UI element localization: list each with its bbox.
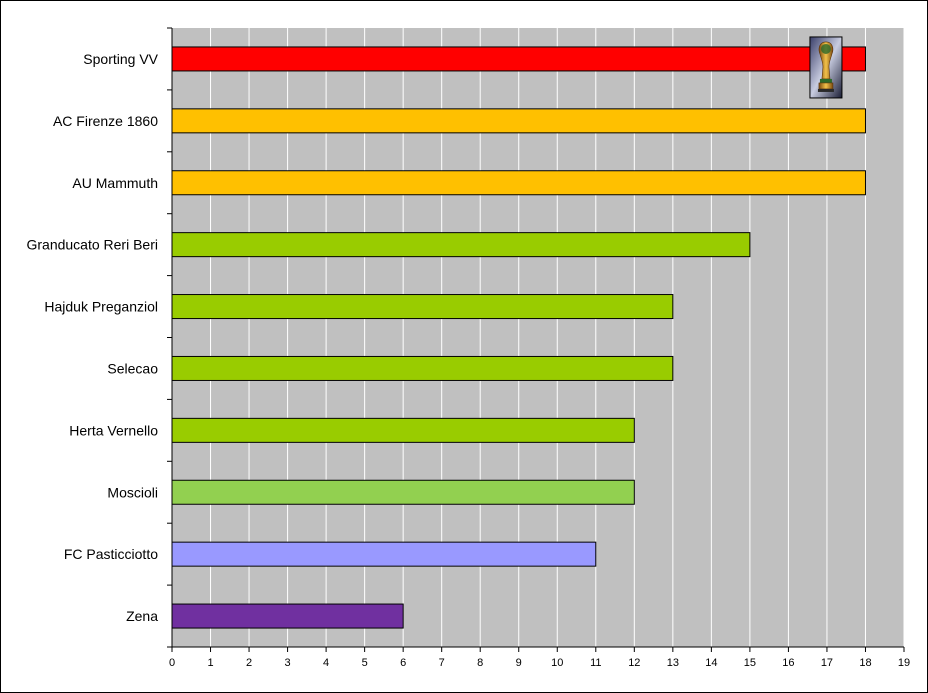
- x-tick-label: 10: [551, 657, 563, 669]
- trophy-icon: [809, 36, 843, 99]
- bar: [171, 46, 866, 72]
- category-label: Zena: [126, 608, 158, 624]
- bars: [171, 46, 866, 629]
- x-tick-label: 2: [246, 657, 252, 669]
- x-tick-label: 17: [821, 657, 833, 669]
- bar: [171, 479, 635, 505]
- bar: [171, 170, 866, 196]
- x-tick-label: 13: [667, 657, 679, 669]
- bar: [171, 603, 404, 629]
- x-tick-label: 19: [898, 657, 910, 669]
- category-label: Moscioli: [107, 484, 158, 500]
- category-label: FC Pasticciotto: [64, 546, 158, 562]
- x-tick-label: 3: [285, 657, 291, 669]
- x-tick-label: 16: [782, 657, 794, 669]
- bar: [171, 232, 751, 258]
- x-tick-label: 9: [516, 657, 522, 669]
- x-tick-label: 15: [744, 657, 756, 669]
- category-label: Hajduk Preganziol: [44, 299, 158, 315]
- category-label: Herta Vernello: [69, 422, 158, 438]
- category-label: Selecao: [107, 360, 158, 376]
- x-tick-label: 8: [477, 657, 483, 669]
- bar: [171, 355, 674, 381]
- x-tick-label: 4: [323, 657, 329, 669]
- bar: [171, 541, 597, 567]
- category-label: AC Firenze 1860: [53, 113, 158, 129]
- bar: [171, 417, 635, 443]
- category-label: Granducato Reri Beri: [26, 237, 158, 253]
- x-tick-label: 5: [362, 657, 368, 669]
- y-axis: Sporting VV AC Firenze 1860 AU Mammuth Gran…: [26, 27, 173, 648]
- x-tick-label: 6: [400, 657, 406, 669]
- x-tick-label: 7: [439, 657, 445, 669]
- category-label: Sporting VV: [83, 51, 158, 67]
- x-tick-label: 1: [207, 657, 213, 669]
- x-axis: 0 1 2 3 4 5 6 7 8 9 10 11 12 13 14 15 16 17 18 19: [169, 646, 910, 669]
- x-tick-label: 11: [590, 657, 601, 669]
- annotation-layer: [809, 36, 843, 99]
- x-tick-label: 14: [705, 657, 717, 669]
- x-tick-label: 18: [859, 657, 871, 669]
- category-label: AU Mammuth: [72, 175, 158, 191]
- x-tick-label: 0: [169, 657, 175, 669]
- x-tick-label: 12: [628, 657, 640, 669]
- bar: [171, 294, 674, 320]
- bar: [171, 108, 866, 134]
